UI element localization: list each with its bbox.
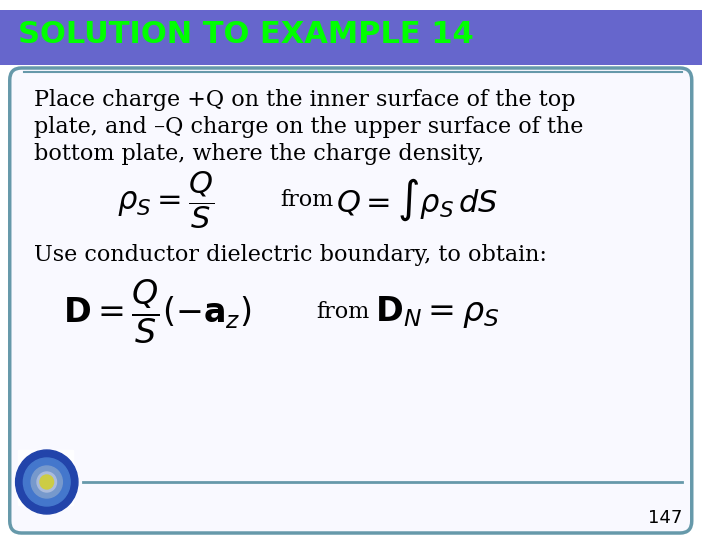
FancyBboxPatch shape — [10, 68, 692, 533]
Bar — [0, 0, 701, 65]
Circle shape — [23, 458, 70, 506]
Text: from: from — [281, 189, 334, 211]
Text: bottom plate, where the charge density,: bottom plate, where the charge density, — [34, 143, 485, 165]
Text: $\mathbf{D}_N = \rho_S$: $\mathbf{D}_N = \rho_S$ — [375, 294, 500, 330]
Circle shape — [31, 466, 63, 498]
Text: 147: 147 — [647, 509, 682, 527]
Circle shape — [37, 472, 56, 492]
Text: $Q = \int \rho_S \, dS$: $Q = \int \rho_S \, dS$ — [336, 177, 498, 223]
Circle shape — [16, 450, 78, 514]
Text: Place charge +Q on the inner surface of the top: Place charge +Q on the inner surface of … — [34, 89, 575, 111]
Text: SOLUTION TO EXAMPLE 14: SOLUTION TO EXAMPLE 14 — [17, 20, 473, 49]
Text: $\rho_S = \dfrac{Q}{S}$: $\rho_S = \dfrac{Q}{S}$ — [117, 169, 214, 231]
Text: plate, and –Q charge on the upper surface of the: plate, and –Q charge on the upper surfac… — [34, 116, 583, 138]
Text: $\mathbf{D} = \dfrac{Q}{S}(-\mathbf{a}_z)$: $\mathbf{D} = \dfrac{Q}{S}(-\mathbf{a}_z… — [63, 278, 252, 346]
Text: Use conductor dielectric boundary, to obtain:: Use conductor dielectric boundary, to ob… — [34, 244, 547, 266]
Text: from: from — [317, 301, 370, 323]
Circle shape — [40, 475, 53, 489]
Polygon shape — [17, 450, 73, 505]
Bar — [0, 0, 701, 10]
